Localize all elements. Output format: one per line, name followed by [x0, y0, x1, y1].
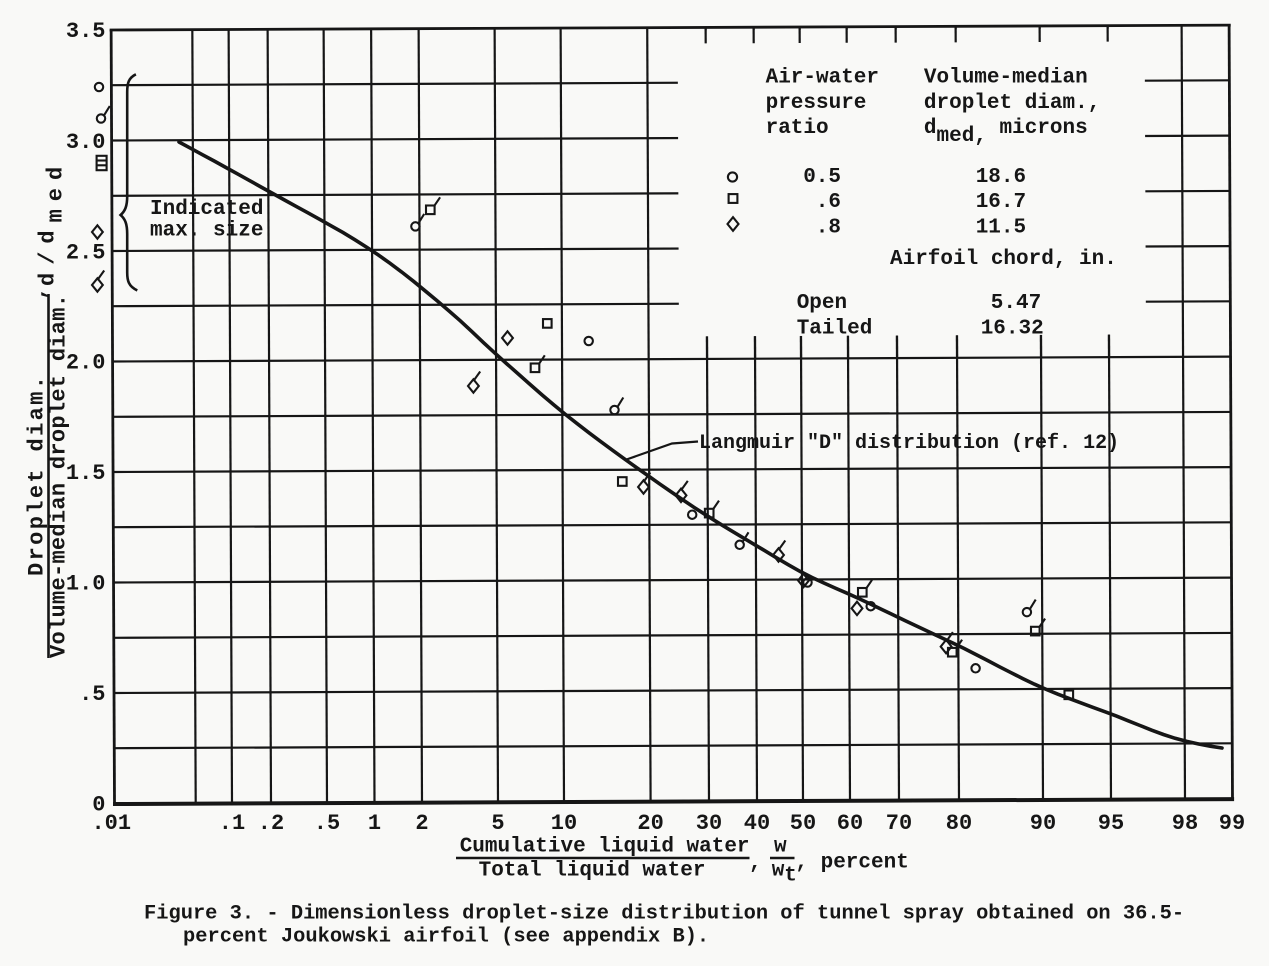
svg-text:10: 10 — [551, 811, 577, 836]
svg-text:0.5: 0.5 — [803, 166, 841, 189]
svg-text:Tailed: Tailed — [797, 317, 873, 340]
svg-text:18.6: 18.6 — [976, 166, 1026, 189]
svg-text:.6: .6 — [816, 191, 841, 214]
svg-text:.8: .8 — [816, 216, 841, 239]
svg-text:40: 40 — [744, 811, 770, 836]
svg-text:95: 95 — [1098, 811, 1124, 836]
svg-text:99: 99 — [1219, 811, 1245, 836]
svg-text:2.0: 2.0 — [66, 351, 106, 376]
svg-text:Langmuir "D" distribution (ref: Langmuir "D" distribution (ref. 12) — [699, 432, 1119, 455]
svg-text:1.5: 1.5 — [66, 461, 106, 486]
svg-text:30: 30 — [696, 811, 722, 836]
svg-text:16.7: 16.7 — [976, 191, 1026, 214]
svg-text:5: 5 — [491, 811, 504, 836]
svg-text:,: , — [749, 852, 762, 875]
svg-text:Droplet diam.: Droplet diam. — [25, 376, 50, 576]
svg-text:,: , — [27, 287, 52, 300]
svg-text:80: 80 — [946, 811, 972, 836]
svg-text:ratio: ratio — [766, 117, 829, 140]
svg-text:droplet diam.,: droplet diam., — [924, 92, 1100, 115]
svg-text:max. size: max. size — [150, 220, 263, 243]
svg-text:Volume-median: Volume-median — [924, 67, 1088, 90]
svg-text:.5: .5 — [314, 811, 340, 836]
svg-text:3.0: 3.0 — [66, 130, 106, 155]
svg-text:percent Joukowski airfoil (see: percent Joukowski airfoil (see appendix … — [183, 926, 709, 949]
svg-text:Cumulative liquid water: Cumulative liquid water — [460, 835, 750, 858]
svg-text:1.0: 1.0 — [66, 572, 106, 597]
svg-text:70: 70 — [886, 811, 912, 836]
svg-text:.5: .5 — [79, 682, 105, 707]
svg-text:11.5: 11.5 — [976, 216, 1026, 239]
svg-text:Total liquid water: Total liquid water — [479, 860, 706, 883]
svg-text:5.47: 5.47 — [991, 292, 1041, 315]
svg-text:pressure: pressure — [766, 92, 867, 115]
svg-text:98: 98 — [1172, 811, 1198, 836]
svg-text:Airfoil chord, in.: Airfoil chord, in. — [890, 248, 1117, 271]
svg-text:2: 2 — [415, 811, 428, 836]
svg-text:w: w — [774, 835, 787, 858]
svg-text:Indicated: Indicated — [150, 198, 263, 221]
svg-text:3.5: 3.5 — [66, 19, 106, 44]
svg-text:Air-water: Air-water — [766, 67, 879, 90]
svg-text:60: 60 — [837, 811, 863, 836]
svg-text:.2: .2 — [258, 811, 284, 836]
svg-text:20: 20 — [637, 811, 663, 836]
svg-text:0: 0 — [92, 793, 105, 818]
svg-text:1: 1 — [368, 811, 381, 836]
svg-text:Figure 3. - Dimensionless drop: Figure 3. - Dimensionless droplet-size d… — [144, 903, 1184, 926]
svg-text:50: 50 — [790, 811, 816, 836]
svg-text:, percent: , percent — [795, 852, 908, 875]
svg-text:.01: .01 — [91, 811, 131, 836]
svg-text:2.5: 2.5 — [66, 240, 106, 265]
svg-text:.1: .1 — [219, 811, 245, 836]
svg-text:16.32: 16.32 — [981, 317, 1044, 340]
svg-text:90: 90 — [1030, 811, 1056, 836]
svg-text:Volume-median droplet diam.: Volume-median droplet diam. — [47, 294, 72, 658]
svg-text:Open: Open — [797, 292, 847, 315]
